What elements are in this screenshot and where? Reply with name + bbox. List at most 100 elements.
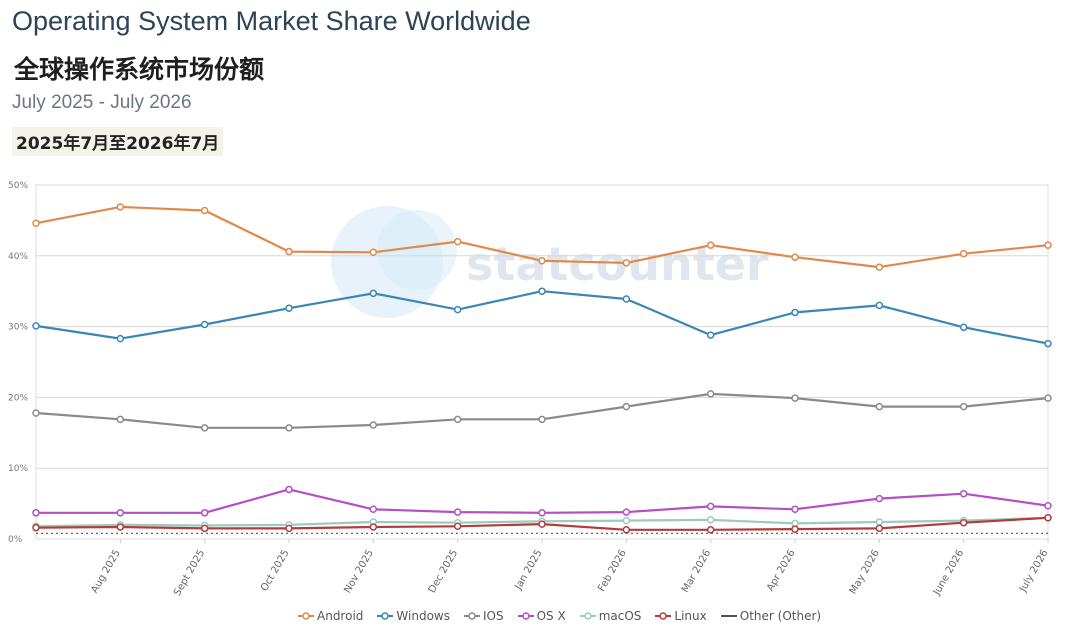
x-tick-label: Mar 2026 xyxy=(680,548,713,595)
legend-swatch-icon xyxy=(377,612,394,620)
data-point xyxy=(453,508,462,516)
legend-swatch-icon xyxy=(517,612,534,620)
data-point xyxy=(1044,241,1052,249)
data-point xyxy=(116,509,125,517)
x-tick-label: Aug 2025 xyxy=(89,548,123,595)
data-point xyxy=(32,322,40,330)
data-point xyxy=(791,394,799,402)
y-tick-label: 40% xyxy=(8,252,28,262)
watermark-logo-inner-icon xyxy=(377,210,457,290)
data-point xyxy=(453,522,462,531)
x-tick-label: Jan 2025 xyxy=(513,548,545,593)
chart-legend: Android Windows IOS OS X macOS Linux Other (Ot… xyxy=(298,607,821,625)
x-tick-label: Dec 2025 xyxy=(427,548,461,595)
legend-label: Linux xyxy=(674,609,707,623)
legend-item[interactable]: Other (Other) xyxy=(720,609,822,623)
legend-item[interactable]: Linux xyxy=(655,609,707,623)
legend-label: Android xyxy=(317,609,364,623)
data-point xyxy=(875,301,884,310)
data-point xyxy=(622,402,631,411)
x-tick-label: Apr 2026 xyxy=(765,548,797,593)
data-point xyxy=(32,409,40,417)
data-point xyxy=(959,518,968,527)
legend-label: IOS xyxy=(482,609,504,623)
data-point xyxy=(285,485,293,494)
data-point xyxy=(369,523,378,531)
data-point xyxy=(875,494,884,503)
data-point xyxy=(200,206,209,215)
data-point xyxy=(200,320,209,329)
data-point xyxy=(706,516,715,524)
legend-item[interactable]: OS X xyxy=(517,609,566,623)
legend-item[interactable]: Windows xyxy=(377,609,450,623)
data-point xyxy=(706,241,715,249)
y-tick-label: 30% xyxy=(8,323,28,333)
data-point xyxy=(200,524,209,533)
data-point xyxy=(1044,394,1052,402)
data-point xyxy=(369,421,378,429)
data-point xyxy=(791,253,799,261)
data-point xyxy=(622,526,631,534)
data-point xyxy=(538,257,546,265)
legend-swatch-icon xyxy=(463,612,480,620)
data-point xyxy=(369,248,378,257)
data-point xyxy=(959,249,968,258)
y-tick-label: 20% xyxy=(8,393,28,403)
data-point xyxy=(538,520,546,528)
data-point xyxy=(875,518,884,526)
watermark-text: statcounter xyxy=(466,237,769,291)
chart-subtitle: July 2025 - July 2026 xyxy=(12,92,192,113)
data-point xyxy=(453,305,462,314)
legend-swatch-icon xyxy=(720,615,737,617)
data-point xyxy=(875,524,884,533)
data-point xyxy=(369,289,378,298)
data-point xyxy=(791,505,799,514)
data-point xyxy=(706,331,715,339)
data-point xyxy=(875,402,884,411)
y-tick-label: 0% xyxy=(8,535,23,545)
legend-item[interactable]: macOS xyxy=(579,609,642,623)
data-point xyxy=(622,508,631,516)
y-tick-label: 10% xyxy=(8,464,28,474)
x-tick-label: May 2026 xyxy=(848,548,882,596)
data-point xyxy=(706,526,715,534)
data-point xyxy=(285,524,293,533)
data-point xyxy=(1044,514,1052,522)
data-point xyxy=(32,509,40,517)
data-point xyxy=(1044,501,1052,510)
data-point xyxy=(791,308,799,317)
data-point xyxy=(116,523,125,531)
data-point xyxy=(622,516,631,525)
data-point xyxy=(791,525,799,533)
legend-label: Other (Other) xyxy=(739,609,822,623)
data-point xyxy=(285,247,293,256)
x-tick-label: June 2026 xyxy=(931,548,966,598)
legend-label: macOS xyxy=(598,609,642,623)
chart-title: Operating System Market Share Worldwide xyxy=(12,6,531,36)
data-point xyxy=(538,509,546,517)
data-point xyxy=(622,295,631,303)
data-point xyxy=(116,334,125,343)
data-point xyxy=(959,489,968,498)
data-point xyxy=(622,259,631,267)
data-point xyxy=(369,505,378,514)
y-tick-label: 50% xyxy=(8,181,28,191)
legend-swatch-icon xyxy=(298,612,314,620)
data-point xyxy=(959,402,968,411)
data-point xyxy=(1044,339,1052,348)
series-line xyxy=(35,290,1049,345)
legend-item[interactable]: IOS xyxy=(463,609,504,623)
data-point xyxy=(200,509,209,517)
legend-item[interactable]: Android xyxy=(298,609,363,623)
data-point xyxy=(285,424,293,432)
data-point xyxy=(706,390,715,398)
x-tick-label: Nov 2025 xyxy=(342,548,376,595)
data-point xyxy=(453,237,462,246)
data-point xyxy=(32,523,40,532)
data-point xyxy=(538,287,546,295)
data-point xyxy=(875,263,884,271)
x-tick-label: Feb 2026 xyxy=(596,548,629,594)
legend-swatch-icon xyxy=(579,612,596,620)
data-point xyxy=(32,219,40,227)
